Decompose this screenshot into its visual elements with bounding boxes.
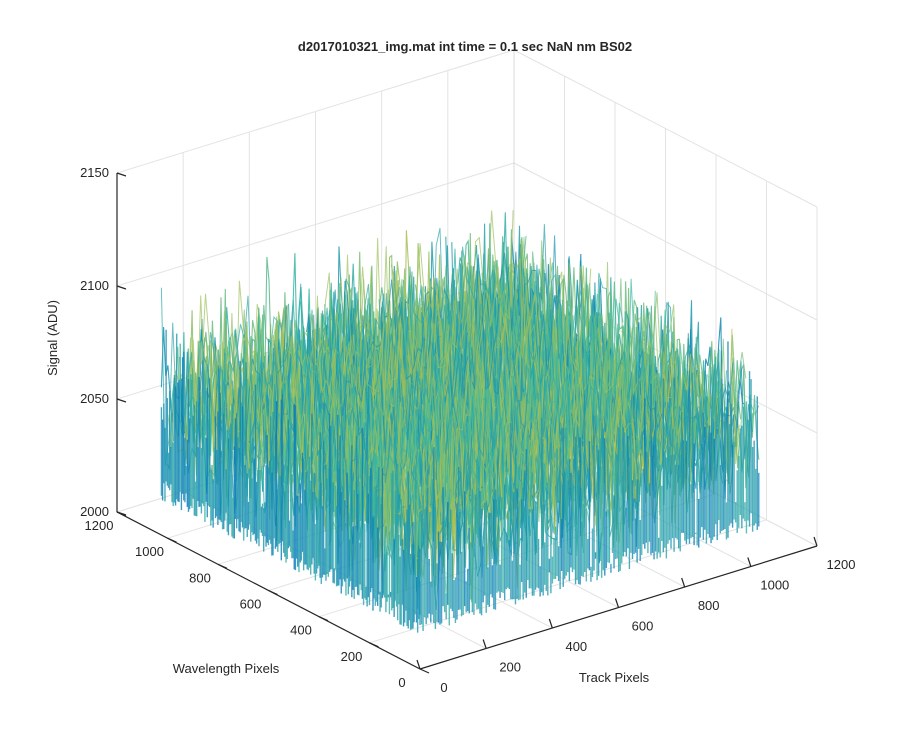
y-tick-label: 800: [189, 570, 211, 585]
x-tick-label: 400: [565, 639, 587, 654]
y-tick-label: 1200: [85, 518, 114, 533]
x-tick: [747, 557, 752, 567]
y-tick-label: 0: [398, 675, 405, 690]
grid-line-z-back: [116, 49, 515, 174]
x-tick-label: 1000: [760, 578, 789, 593]
chart-title: d2017010321_img.mat int time = 0.1 sec N…: [298, 39, 632, 54]
y-tick: [167, 537, 177, 543]
y-tick: [369, 642, 379, 648]
y-tick-label: 600: [240, 597, 262, 612]
ticks: 0 200 400 600 800 1000 1200 0 200 400 600 800 1000 12…: [80, 165, 855, 695]
y-axis-label: Wavelength Pixels: [173, 661, 280, 676]
y-tick-label: 200: [341, 649, 363, 664]
x-tick-label: 1200: [827, 557, 856, 572]
y-tick-label: 1000: [135, 544, 164, 559]
z-tick: [116, 172, 127, 177]
z-tick-label: 2050: [80, 391, 109, 406]
x-tick: [548, 618, 553, 629]
x-tick: [416, 659, 421, 670]
axes: [116, 172, 818, 674]
grid-line-z-back: [116, 162, 515, 287]
y-tick: [318, 616, 329, 622]
x-axis-label: Track Pixels: [579, 670, 650, 685]
z-tick: [116, 285, 127, 290]
z-tick: [116, 398, 127, 403]
surface-column: [341, 304, 682, 547]
z-tick-label: 2000: [80, 504, 109, 519]
surface-column: [374, 340, 714, 582]
surface-column: [160, 227, 501, 467]
surface: [160, 210, 760, 633]
surface-column: [167, 210, 508, 465]
x-tick-label: 0: [440, 680, 447, 695]
y-tick: [419, 668, 430, 674]
x-tick: [614, 598, 620, 608]
x-tick: [813, 536, 818, 547]
y-tick: [217, 563, 228, 569]
z-tick: [116, 511, 127, 516]
x-tick: [681, 577, 686, 588]
z-axis-label: Signal (ADU): [45, 300, 60, 376]
x-tick: [482, 639, 487, 649]
y-tick: [268, 589, 278, 596]
grid-line-z-right: [513, 49, 818, 208]
z-tick-label: 2150: [80, 165, 109, 180]
x-tick-label: 600: [632, 619, 654, 634]
x-tick-label: 800: [698, 598, 720, 613]
surface-column: [173, 210, 514, 453]
y-tick-label: 400: [290, 623, 312, 638]
x-tick-label: 200: [499, 660, 521, 675]
z-tick-label: 2100: [80, 278, 109, 293]
grid-line-z-right: [513, 162, 818, 321]
